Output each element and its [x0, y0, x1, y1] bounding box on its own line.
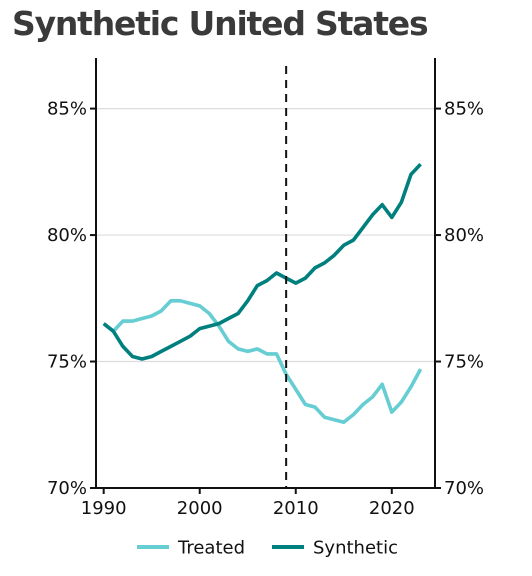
series-line-synthetic	[102, 162, 422, 361]
series-lines	[102, 162, 423, 425]
y-tick-label-left: 80%	[47, 225, 87, 246]
axes: 70% 70% 75% 75% 80% 80% 85% 85% 1990 2000 2010 2020	[47, 58, 484, 519]
y-tick-label-left: 85%	[47, 99, 87, 120]
x-tick-label: 2020	[369, 498, 415, 519]
legend-label-treated: Treated	[177, 538, 245, 559]
chart-title: Synthetic United States	[12, 4, 429, 43]
x-tick-label: 2010	[273, 498, 319, 519]
series-line-treated	[102, 298, 423, 425]
y-tick-label-right: 85%	[444, 99, 484, 120]
y-tick-label-right: 75%	[444, 352, 484, 373]
x-tick-label: 1990	[81, 498, 127, 519]
legend-label-synthetic: Synthetic	[313, 538, 398, 559]
x-tick-label: 2000	[177, 498, 223, 519]
grid-lines	[96, 107, 435, 363]
y-tick-label-left: 75%	[47, 352, 87, 373]
y-tick-label-right: 80%	[444, 225, 484, 246]
y-tick-label-left: 70%	[47, 478, 87, 499]
y-tick-label-right: 70%	[444, 478, 484, 499]
legend: Treated Synthetic	[137, 538, 398, 559]
